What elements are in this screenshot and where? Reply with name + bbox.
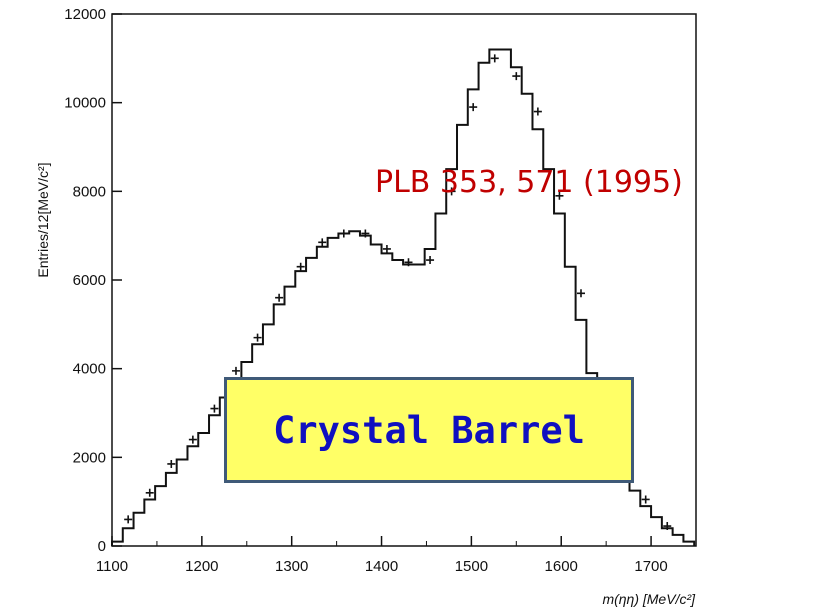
data-point <box>533 107 542 116</box>
data-point <box>167 459 176 468</box>
data-point <box>253 333 262 342</box>
reference-annotation: PLB 353, 571 (1995) <box>375 165 683 200</box>
y-tick-label: 12000 <box>64 6 106 23</box>
x-tick-label: 1300 <box>275 558 308 575</box>
data-point <box>124 515 133 524</box>
data-point <box>318 238 327 247</box>
data-point <box>231 366 240 375</box>
y-tick-label: 6000 <box>73 272 106 289</box>
x-axis-ticks: 1100 1200 1300 1400 1500 1600 1700 <box>96 536 668 575</box>
x-tick-label: 1500 <box>455 558 488 575</box>
y-tick-label: 0 <box>98 538 106 555</box>
data-point <box>361 229 370 238</box>
data-point <box>490 54 499 63</box>
y-tick-label: 10000 <box>64 95 106 112</box>
x-tick-label: 1700 <box>634 558 667 575</box>
data-point <box>210 404 219 413</box>
data-point <box>188 435 197 444</box>
data-point <box>576 289 585 298</box>
data-point <box>296 262 305 271</box>
y-tick-label: 4000 <box>73 361 106 378</box>
data-point <box>339 229 348 238</box>
x-tick-label: 1100 <box>96 558 128 575</box>
x-axis-label: m(ηη) [MeV/c²] <box>602 591 696 607</box>
data-point <box>426 256 435 265</box>
data-point <box>404 258 413 267</box>
banner-label: Crystal Barrel <box>273 408 585 452</box>
data-point <box>469 103 478 112</box>
data-point <box>641 495 650 504</box>
data-point <box>145 488 154 497</box>
data-point <box>555 191 564 200</box>
data-point <box>512 72 521 81</box>
y-tick-label: 2000 <box>73 449 106 466</box>
x-tick-label: 1200 <box>185 558 218 575</box>
data-point <box>382 244 391 253</box>
y-axis-label: Entries/12[MeV/c²] <box>35 162 51 277</box>
data-point <box>447 187 456 196</box>
x-tick-label: 1400 <box>365 558 398 575</box>
data-point <box>275 293 284 302</box>
x-tick-label: 1600 <box>545 558 578 575</box>
y-tick-label: 8000 <box>73 183 106 200</box>
data-point <box>663 522 672 531</box>
y-axis-ticks: 0 2000 4000 6000 8000 10000 12000 <box>64 6 122 555</box>
crystal-barrel-banner: Crystal Barrel <box>224 377 634 483</box>
